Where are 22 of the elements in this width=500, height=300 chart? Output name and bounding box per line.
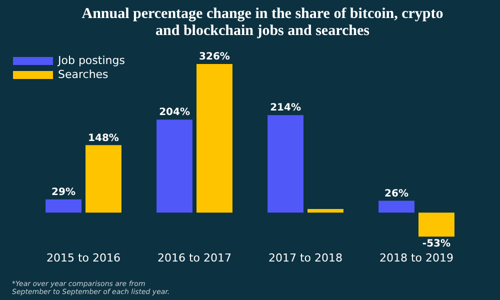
bar	[418, 212, 454, 237]
data-label: 204%	[159, 107, 190, 118]
data-label: -53%	[422, 238, 451, 250]
data-label: 148%	[88, 132, 119, 144]
bar	[268, 115, 304, 213]
bar	[86, 145, 122, 213]
legend-label: Job postings	[58, 54, 125, 67]
bar	[378, 200, 414, 213]
bar	[308, 208, 344, 213]
bar	[156, 120, 192, 213]
data-label: 214%	[270, 102, 301, 114]
data-label: 26%	[384, 188, 408, 200]
bar	[196, 64, 232, 213]
data-label: 29%	[52, 187, 76, 198]
bar	[46, 199, 82, 213]
x-tick-label: 2016 to 2017	[157, 251, 232, 264]
x-tick-label: 2015 to 2016	[46, 251, 121, 264]
legend-label: Searches	[58, 68, 108, 81]
chart-title: Annual percentage change in the share of bitcoin, crypto and blockchain jobs and searches	[80, 6, 444, 40]
x-tick-label: 2018 to 2019	[379, 251, 454, 264]
x-tick-label: 2017 to 2018	[268, 251, 343, 264]
data-label: 326%	[199, 52, 230, 63]
